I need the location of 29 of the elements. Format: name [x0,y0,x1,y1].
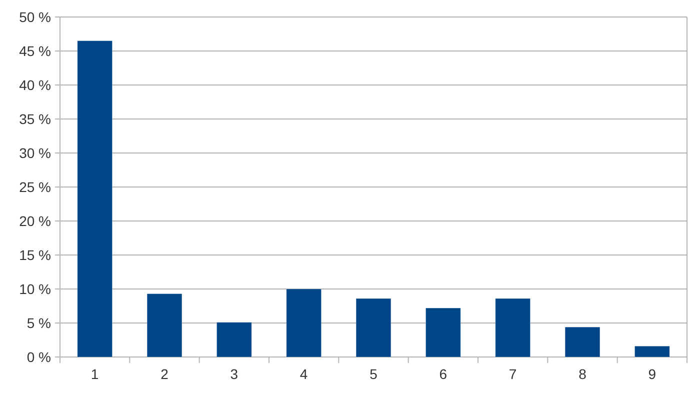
y-tick-label: 15 % [19,246,51,263]
y-tick-label: 0 % [26,348,51,365]
y-tick-label: 45 % [19,42,51,59]
y-tick-label: 30 % [19,144,51,161]
x-tick-label: 3 [230,366,238,382]
bar [634,346,670,358]
x-tick-label: 9 [648,366,656,382]
bar [216,322,252,358]
bar [146,294,182,358]
x-tick-label: 4 [300,366,308,382]
x-tick-label: 5 [370,366,378,382]
y-tick-label: 25 % [19,178,51,195]
y-tick-label: 50 % [19,8,51,25]
bar [564,326,600,358]
x-tick-label: 7 [508,366,517,382]
bar [495,298,530,358]
y-tick-label: 40 % [19,76,51,93]
y-tick-label: 35 % [19,110,51,127]
x-tick-label: 8 [578,366,587,382]
y-tick-label: 20 % [19,212,51,229]
bar [77,40,112,358]
y-tick-label: 5 % [26,314,51,331]
x-tick-label: 1 [90,366,99,382]
bar [426,308,461,358]
x-tick-label: 2 [160,366,169,382]
bar [286,288,322,358]
x-tick-label: 6 [439,366,448,382]
y-tick-label: 10 % [19,280,51,297]
bar [356,298,392,358]
